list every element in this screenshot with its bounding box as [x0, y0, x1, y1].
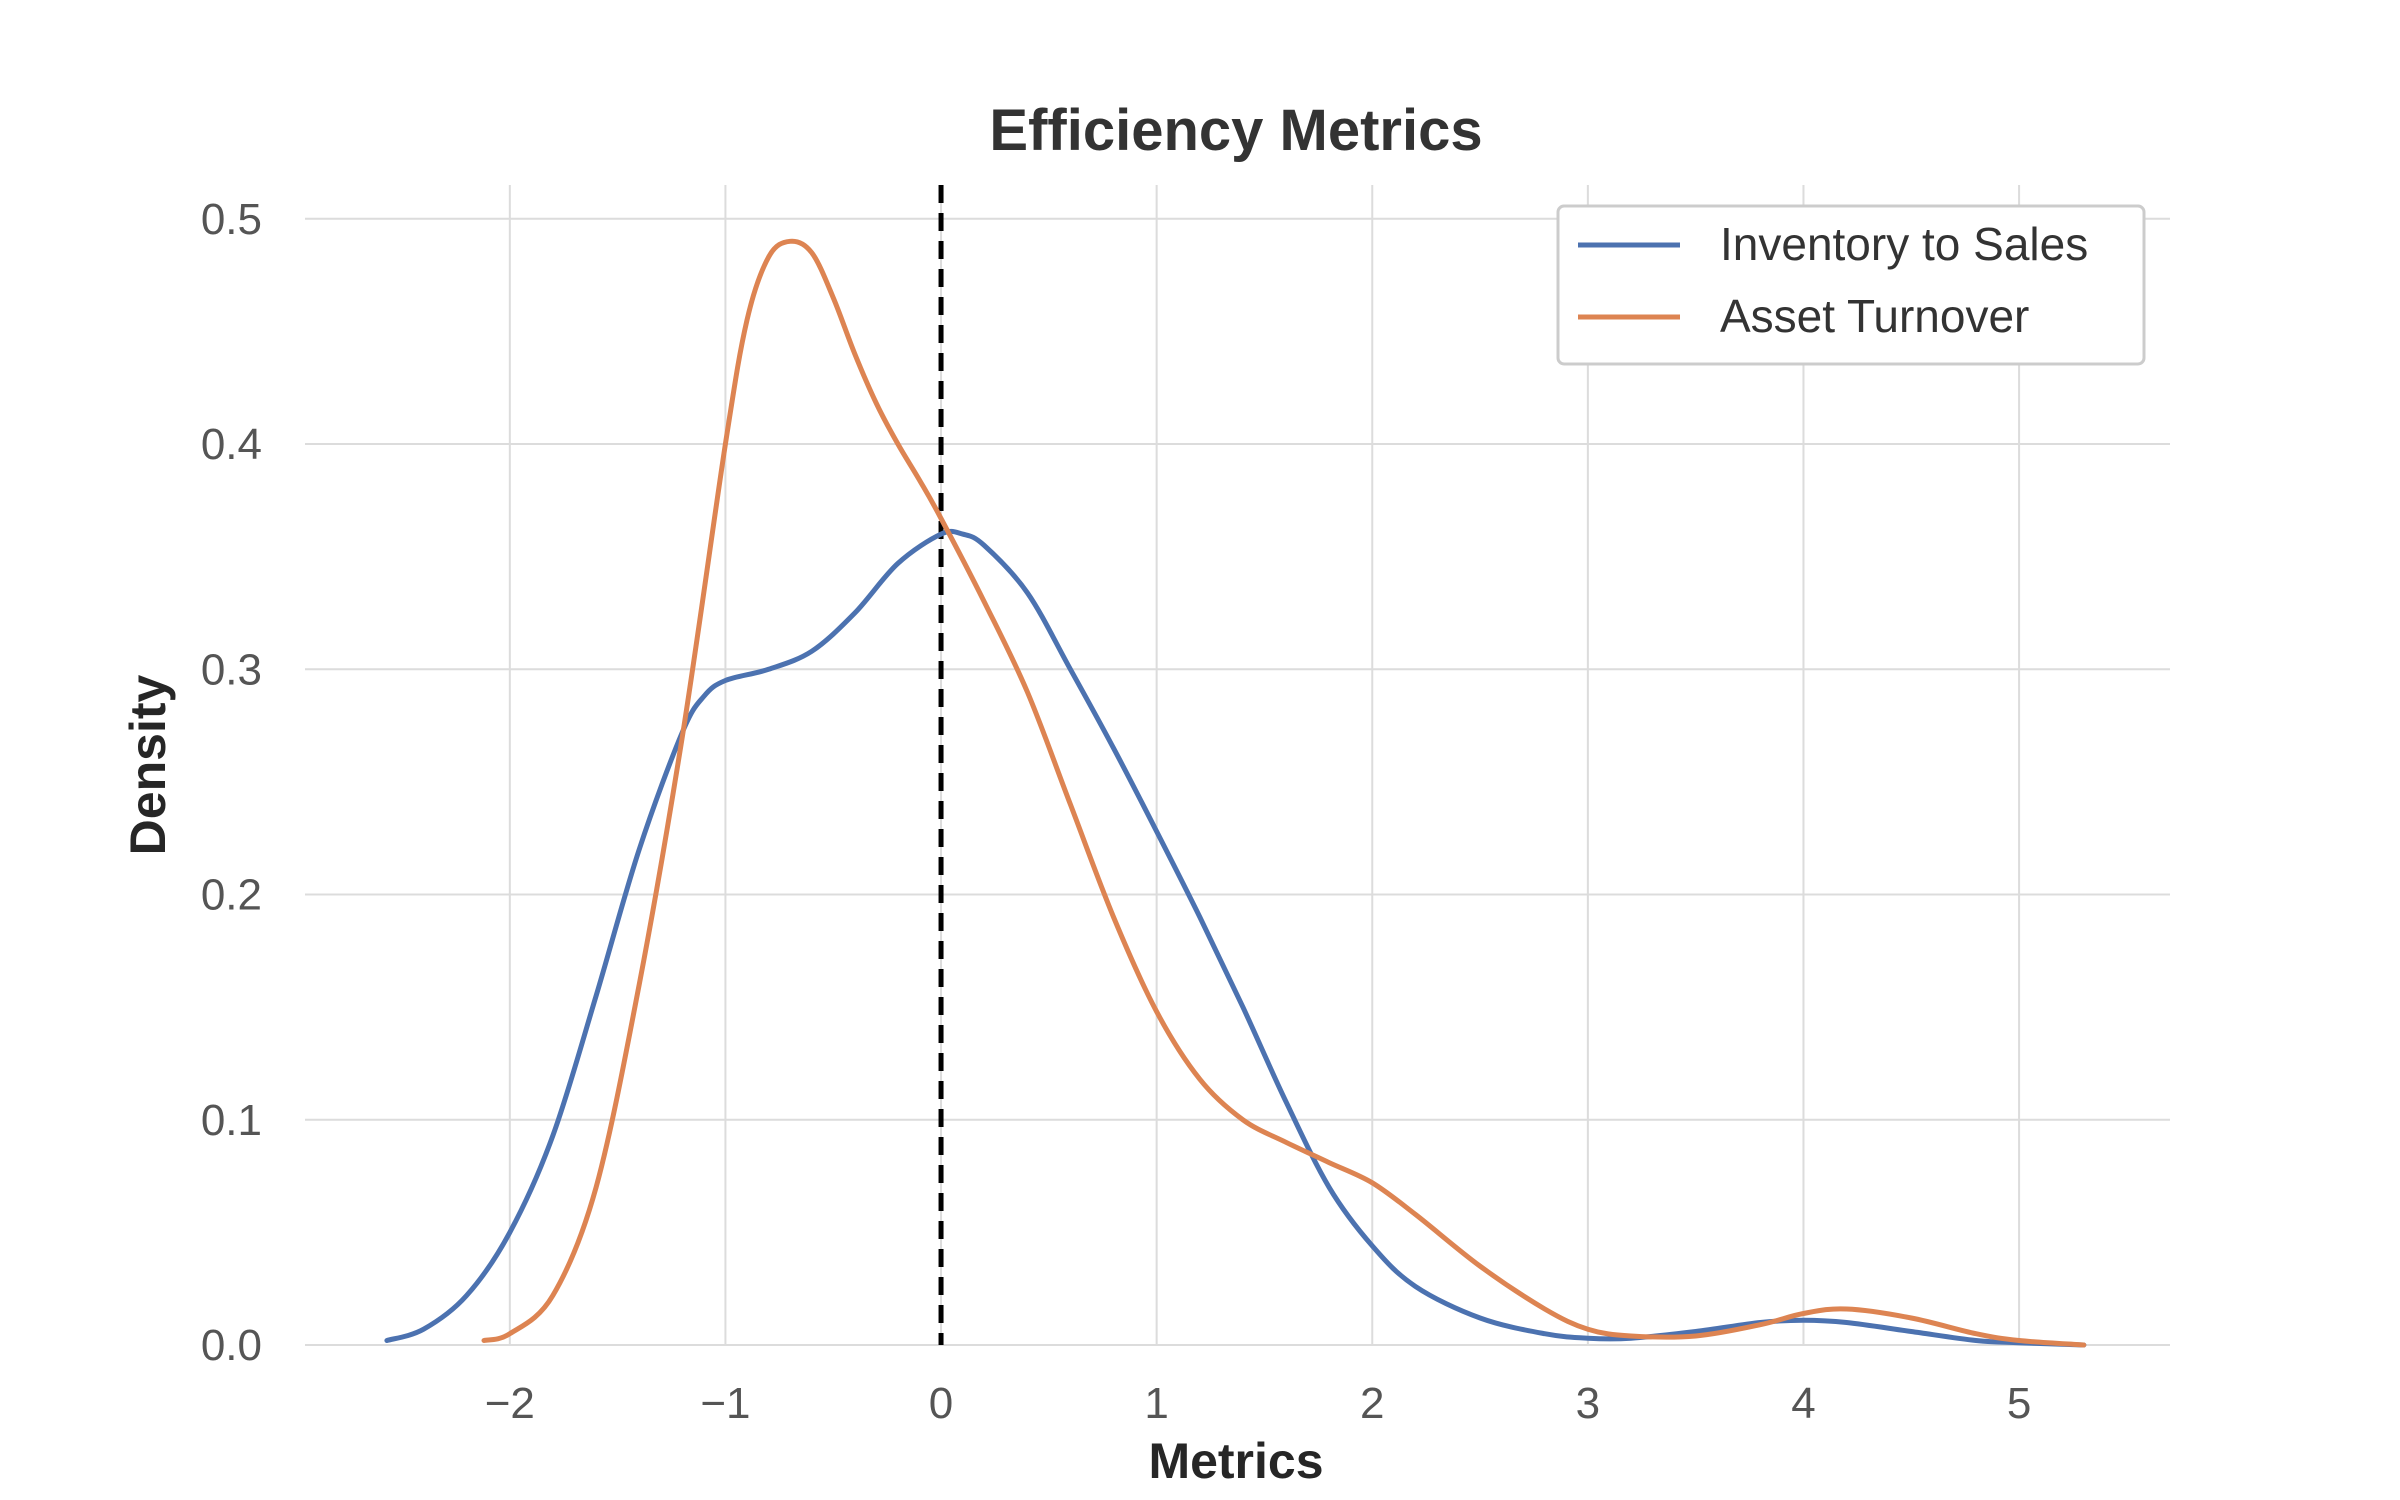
y-axis-label: Density [120, 675, 176, 856]
x-tick-label: 2 [1360, 1379, 1384, 1428]
x-tick-label: −2 [485, 1379, 535, 1428]
y-tick-label: 0.5 [201, 195, 262, 244]
x-tick-label: 1 [1144, 1379, 1168, 1428]
y-tick-label: 0.0 [201, 1321, 262, 1370]
series-line-inventory-to-sales [384, 528, 2087, 1348]
legend-box [1556, 204, 2146, 366]
x-tick-label: 0 [929, 1379, 953, 1428]
y-tick-label: 0.2 [201, 871, 262, 920]
y-tick-label: 0.1 [201, 1096, 262, 1145]
y-tick-label: 0.4 [201, 420, 262, 469]
legend-label-asset-turnover: Asset Turnover [1720, 290, 2029, 342]
series-lines [384, 238, 2087, 1348]
chart-title: Efficiency Metrics [989, 98, 1482, 163]
x-tick-label: 5 [2007, 1379, 2031, 1428]
legend: Inventory to Sales Asset Turnover [1556, 204, 2146, 366]
y-tick-labels: 0.0 0.1 0.2 0.3 0.4 0.5 [201, 195, 262, 1370]
x-tick-label: 3 [1576, 1379, 1600, 1428]
legend-label-inventory-to-sales: Inventory to Sales [1720, 218, 2088, 270]
x-tick-labels: −2 −1 0 1 2 3 4 5 [485, 1379, 2032, 1428]
x-tick-label: 4 [1791, 1379, 1815, 1428]
x-tick-label: −1 [700, 1379, 750, 1428]
y-tick-label: 0.3 [201, 645, 262, 694]
x-axis-label: Metrics [1148, 1433, 1323, 1489]
series-line-asset-turnover [481, 238, 2087, 1348]
